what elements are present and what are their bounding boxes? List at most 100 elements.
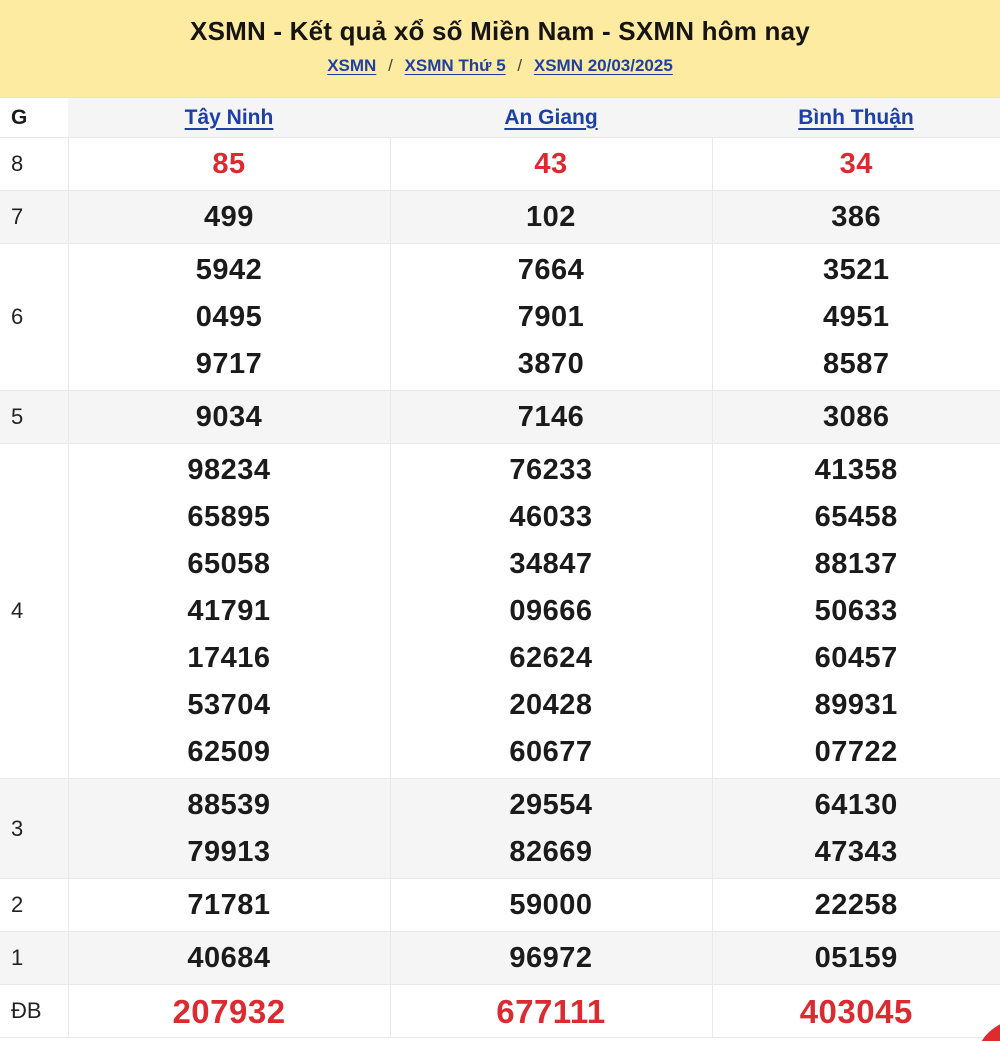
table-row: 8 85 43 34: [0, 137, 1000, 191]
prize-tier-label: 5: [0, 390, 69, 444]
table-row: 5 9034 7146 3086: [0, 390, 1000, 444]
result-number: 3086: [822, 400, 890, 433]
prize-tier-label: 8: [0, 137, 69, 191]
province-link-binh-thuan[interactable]: Bình Thuận: [798, 105, 914, 129]
result-cell: 64130 47343: [711, 778, 1000, 879]
result-cell: 29554 82669: [389, 778, 712, 879]
result-cell: 41358 65458 88137 50633 60457 89931 07722: [711, 443, 1000, 779]
result-cell: 386: [711, 190, 1000, 244]
breadcrumb: XSMN / XSMN Thứ 5 / XSMN 20/03/2025: [0, 56, 1000, 76]
result-number: 53704: [187, 688, 271, 721]
result-number: 499: [204, 200, 254, 233]
result-cell: 677111: [389, 984, 712, 1038]
result-cell: 3086: [711, 390, 1000, 444]
result-number: 62624: [509, 641, 593, 674]
result-cell: 43: [389, 137, 712, 191]
result-cell: 22258: [711, 878, 1000, 932]
page-header: XSMN - Kết quả xổ số Miền Nam - SXMN hôm…: [0, 0, 1000, 97]
result-number: 207932: [172, 992, 286, 1030]
result-number: 41358: [814, 453, 898, 486]
table-row: 3 88539 79913 29554 82669 64130 47343: [0, 778, 1000, 879]
result-number: 62509: [187, 735, 271, 768]
result-cell: 96972: [389, 931, 712, 985]
result-cell: 5942 0495 9717: [68, 243, 390, 391]
result-number: 0495: [195, 300, 263, 333]
result-cell: 403045: [711, 984, 1000, 1038]
result-number: 7664: [517, 253, 585, 286]
result-number: 64130: [814, 788, 898, 821]
result-number: 5942: [195, 253, 263, 286]
result-number: 8587: [822, 347, 890, 380]
result-cell: 3521 4951 8587: [711, 243, 1000, 391]
prize-tier-label: 7: [0, 190, 69, 244]
result-cell: 88539 79913: [68, 778, 390, 879]
result-number: 17416: [187, 641, 271, 674]
result-number: 09666: [509, 594, 593, 627]
table-header-row: G Tây Ninh An Giang Bình Thuận: [0, 97, 1000, 138]
result-number: 3521: [822, 253, 890, 286]
prize-tier-label: 6: [0, 243, 69, 391]
result-cell: 40684: [68, 931, 390, 985]
result-number: 79913: [187, 835, 271, 868]
result-number: 07722: [814, 735, 898, 768]
result-number: 9034: [195, 400, 263, 433]
result-cell: 7146: [389, 390, 712, 444]
result-number: 3870: [517, 347, 585, 380]
result-number: 60677: [509, 735, 593, 768]
result-number: 102: [526, 200, 576, 233]
result-number: 60457: [814, 641, 898, 674]
result-number: 41791: [187, 594, 271, 627]
result-cell: 102: [389, 190, 712, 244]
result-cell: 85: [68, 137, 390, 191]
table-row: 7 499 102 386: [0, 190, 1000, 244]
breadcrumb-link-xsmn-thu-5[interactable]: XSMN Thứ 5: [404, 56, 506, 75]
result-number: 82669: [509, 835, 593, 868]
breadcrumb-link-xsmn-date[interactable]: XSMN 20/03/2025: [533, 56, 673, 75]
prize-column-header: G: [0, 97, 68, 138]
column-header-an-giang: An Giang: [390, 97, 712, 138]
result-number: 89931: [814, 688, 898, 721]
result-cell: 98234 65895 65058 41791 17416 53704 62509: [68, 443, 390, 779]
result-number: 677111: [496, 992, 606, 1030]
result-number: 22258: [814, 888, 898, 921]
result-number: 34: [839, 147, 873, 180]
result-cell: 34: [711, 137, 1000, 191]
result-number: 65058: [187, 547, 271, 580]
page-title: XSMN - Kết quả xổ số Miền Nam - SXMN hôm…: [190, 16, 810, 46]
result-number: 76233: [509, 453, 593, 486]
province-link-an-giang[interactable]: An Giang: [504, 105, 598, 129]
result-cell: 499: [68, 190, 390, 244]
prize-tier-label: 2: [0, 878, 69, 932]
result-number: 88137: [814, 547, 898, 580]
prize-tier-label: ĐB: [0, 984, 69, 1038]
result-cell: 71781: [68, 878, 390, 932]
table-row: 4 98234 65895 65058 41791 17416 53704 62509 7623…: [0, 443, 1000, 779]
result-number: 59000: [509, 888, 593, 921]
province-link-tay-ninh[interactable]: Tây Ninh: [184, 105, 274, 129]
result-number: 386: [831, 200, 882, 233]
result-cell: 76233 46033 34847 09666 62624 20428 60677: [389, 443, 712, 779]
result-number: 50633: [814, 594, 898, 627]
result-number: 96972: [509, 941, 593, 974]
table-row: 6 5942 0495 9717 7664 7901 3870 3521 4951 8587: [0, 243, 1000, 391]
result-number: 85: [212, 147, 246, 180]
result-number: 40684: [187, 941, 271, 974]
table-row: 1 40684 96972 05159: [0, 931, 1000, 985]
result-number: 29554: [509, 788, 593, 821]
result-cell: 7664 7901 3870: [389, 243, 712, 391]
result-number: 7146: [517, 400, 585, 433]
result-number: 05159: [814, 941, 898, 974]
result-number: 46033: [509, 500, 593, 533]
result-number: 7901: [517, 300, 585, 333]
prize-tier-label: 4: [0, 443, 69, 779]
result-number: 65895: [187, 500, 271, 533]
table-row: 2 71781 59000 22258: [0, 878, 1000, 932]
breadcrumb-separator: /: [388, 56, 393, 75]
prize-tier-label: 1: [0, 931, 69, 985]
result-number: 65458: [814, 500, 898, 533]
breadcrumb-link-xsmn[interactable]: XSMN: [327, 56, 377, 75]
column-header-tay-ninh: Tây Ninh: [68, 97, 390, 138]
result-number: 98234: [187, 453, 271, 486]
result-cell: 05159: [711, 931, 1000, 985]
column-header-binh-thuan: Bình Thuận: [712, 97, 1000, 138]
